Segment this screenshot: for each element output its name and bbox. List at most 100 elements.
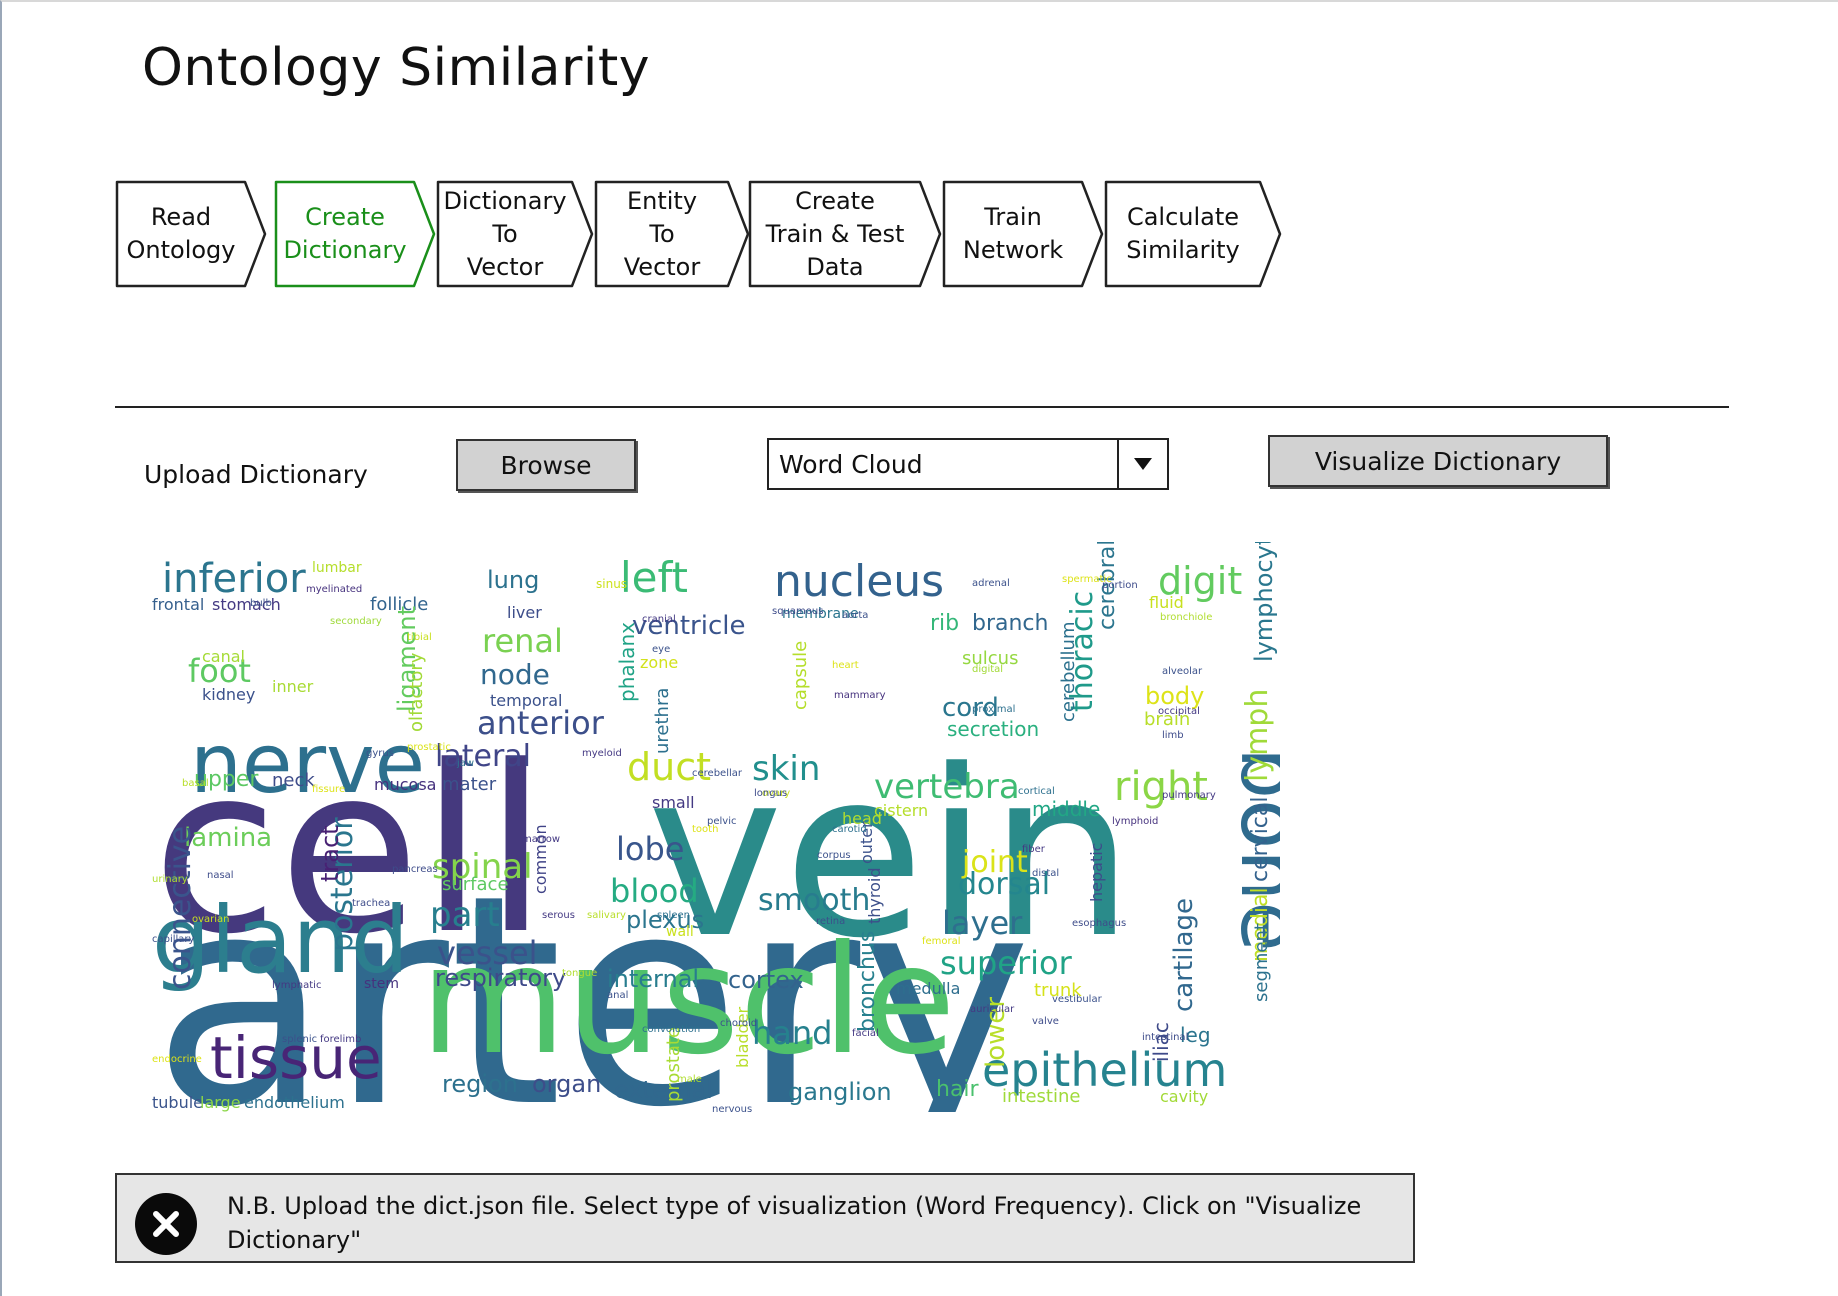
dropdown-toggle[interactable] [1117,440,1167,488]
word-cloud-word: longus [754,788,787,799]
step-shape [1104,180,1282,288]
visualization-type-select[interactable]: Word Cloud [767,438,1169,490]
word-cloud-word: myeloid [582,748,622,759]
step-read-ontology[interactable]: Read Ontology [115,180,267,288]
word-cloud-word: distal [1032,868,1059,879]
word-cloud-word: wall [666,924,694,940]
step-calculate-similarity[interactable]: Calculate Similarity [1104,180,1282,288]
word-cloud-word: hepatic [1087,843,1106,902]
word-cloud-word: ovarian [192,914,230,925]
word-cloud-word: lobe [616,830,684,868]
word-cloud-word: convolution [642,1024,700,1035]
word-cloud-word: neck [272,770,315,791]
word-cloud-word: medial [1248,887,1273,962]
word-cloud-word: carotid [832,824,867,835]
word-cloud-word: common [531,824,550,894]
step-create-dictionary[interactable]: Create Dictionary [274,180,436,288]
word-cloud-word: zone [640,653,678,672]
close-icon [153,1211,179,1237]
step-entity-to-vector[interactable]: Entity To Vector [594,180,750,288]
word-cloud-word: nervous [712,1104,752,1112]
word-cloud-word: trunk [1034,980,1082,1001]
word-cloud-word: right [1114,764,1208,810]
word-cloud-word: nerve [190,717,425,812]
word-cloud-word: facial [852,1028,879,1039]
word-cloud-word: cord [942,693,999,723]
word-cloud-word: occipital [1158,706,1200,717]
word-cloud-word: outer [857,821,876,864]
word-cloud-word: artery [152,834,1032,1112]
word-cloud-word: lateral [435,739,531,774]
word-cloud-word: tubule [152,1093,203,1112]
word-cloud-word: ventricle [632,611,745,641]
step-label: Create Dictionary [283,203,407,264]
close-notice-button[interactable] [135,1193,197,1255]
word-cloud-word: secondary [330,616,382,627]
visualize-dictionary-button[interactable]: Visualize Dictionary [1268,435,1608,487]
word-cloud-word: middle [1032,797,1100,821]
word-cloud-word: tongue [562,968,597,979]
word-cloud-word: mater [442,774,497,795]
word-cloud-word: lymphocyte [1250,542,1278,662]
step-dictionary-to-vector[interactable]: Dictionary To Vector [436,180,594,288]
word-cloud-word: anal [607,990,628,1001]
word-cloud-word: retina [816,916,845,927]
word-cloud-word: limb [1162,730,1184,741]
step-label: Dictionary To Vector [443,186,567,281]
word-cloud-word: choroid [720,1018,757,1029]
word-cloud-word: lymph [1240,689,1275,782]
word-cloud-word: lower [981,997,1011,1068]
word-cloud-word: muscle [420,914,956,1088]
notice-banner: N.B. Upload the dict.json file. Select t… [115,1173,1415,1263]
step-train-network[interactable]: Train Network [942,180,1104,288]
word-cloud-word: digital [972,664,1003,675]
word-cloud-word: ovary [762,788,790,799]
word-cloud-word: digit [1158,559,1242,603]
word-cloud-word: bronchiole [1160,612,1212,623]
word-cloud-word: left [620,553,688,602]
word-cloud-word: adrenal [972,578,1010,589]
word-cloud-word: sulcus [962,648,1018,669]
word-cloud-word: secretion [947,717,1039,741]
word-cloud-word: temporal [490,691,562,710]
word-cloud-word: spinal [432,847,533,887]
word-cloud-word: branch [972,611,1048,636]
word-cloud-word: body [1145,682,1204,710]
word-cloud-word: smooth [758,883,870,918]
word-cloud-word: pulmonary [1162,790,1216,801]
word-cloud-word: segment [1251,923,1272,1002]
word-cloud-word: lamina [184,823,272,853]
word-cloud-word: vertebra [874,767,1020,807]
word-cloud-word: bladder [733,1006,752,1068]
word-cloud-word: cell [152,718,548,985]
word-cloud-word: duct [627,745,711,789]
word-cloud-word: serous [542,910,575,921]
word-cloud-word: tissue [210,1024,382,1092]
word-cloud-word: upper [194,767,259,792]
word-cloud-word: cortex [728,966,804,994]
caret-down-icon [1134,458,1152,470]
word-cloud-word: hand [752,1014,832,1052]
word-cloud-word: large [200,1093,241,1112]
word-cloud-word: membrane [782,606,859,622]
word-cloud-word: blood [610,872,699,910]
word-cloud-word: thyroid [865,868,884,925]
word-cloud-word: lymphatic [272,980,321,991]
word-cloud-word: follicle [370,594,428,615]
word-cloud-word: sinus [596,577,627,591]
word-cloud-word: nasal [207,870,234,881]
step-create-train-test-data[interactable]: Create Train & Test Data [748,180,942,288]
word-cloud-word: femoral [922,936,961,947]
word-cloud-word: bone [1222,747,1280,952]
notice-text: N.B. Upload the dict.json file. Select t… [227,1192,1362,1254]
word-cloud-word: small [652,793,695,812]
browse-button[interactable]: Browse [456,439,636,491]
word-cloud-word: urinary [152,874,188,885]
step-shape [942,180,1104,288]
step-label: Entity To Vector [623,186,701,281]
word-cloud-word: foot [188,652,251,690]
word-cloud-word: esophagus [1072,918,1126,929]
step-shape [748,180,942,288]
word-cloud-word: fiber [1022,844,1046,855]
